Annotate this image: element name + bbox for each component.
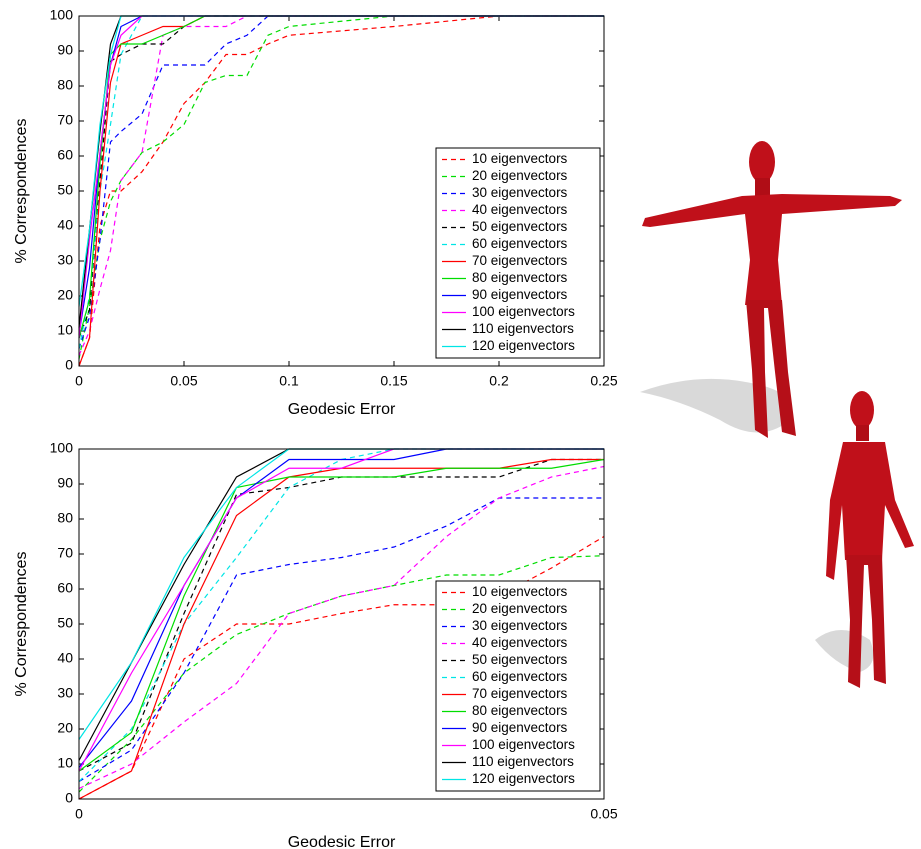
y-tick-label: 80 [57,510,73,526]
series-line [78,497,604,783]
legend-label: 20 eigenvectors [472,601,568,616]
y-tick-label: 100 [50,440,74,456]
y-tick-label: 40 [57,650,73,666]
x-tick-label: 0.1 [279,373,299,389]
series-line [78,458,605,772]
axes-frame [78,15,605,367]
legend-box [435,580,601,792]
x-tick-label: 0 [75,806,83,822]
y-tick-label: 30 [57,685,73,701]
y-tick-label: 10 [57,322,73,338]
legend-box [435,147,601,359]
legend-label: 10 eigenvectors [472,151,568,166]
y-tick-label: 0 [65,357,73,373]
y-tick-label: 90 [57,42,73,58]
legend-label: 50 eigenvectors [472,219,568,234]
legend-label: 70 eigenvectors [472,253,568,268]
chart: 0 10 20 30 40 50 60 70 80 90 100 0 0.05 0.1 0.15 0.2 0.2… [13,7,618,419]
y-tick-label: 60 [57,147,73,163]
x-axis-label: Geodesic Error [288,834,396,849]
standing-figure-tpose [640,141,902,438]
legend-label: 30 eigenvectors [472,618,568,633]
y-axis-label: % Correspondences [13,119,30,264]
legend: 10 eigenvectors 20 eigenvectors 30 eigenve… [435,147,601,359]
y-tick-label: 20 [57,287,73,303]
legend-label: 70 eigenvectors [472,686,568,701]
y-tick-label: 100 [50,7,74,23]
legend: 10 eigenvectors 20 eigenvectors 30 eigenve… [435,580,601,792]
y-tick-label: 40 [57,217,73,233]
y-tick-label: 30 [57,252,73,268]
legend-label: 60 eigenvectors [472,236,568,251]
y-axis-label: % Correspondences [13,552,30,697]
x-tick-label: 0 [75,373,83,389]
series-line [78,15,604,360]
y-tick-label: 50 [57,615,73,631]
x-axis-label: Geodesic Error [288,401,396,418]
x-tick-label: 0.2 [489,373,509,389]
legend-label: 100 eigenvectors [472,304,575,319]
legend-label: 40 eigenvectors [472,635,568,650]
legend-label: 40 eigenvectors [472,202,568,217]
y-tick-label: 80 [57,77,73,93]
series-line [78,465,605,790]
legend-label: 10 eigenvectors [472,584,568,599]
y-tick-label: 60 [57,580,73,596]
y-tick-label: 10 [57,755,73,771]
legend-label: 80 eigenvectors [472,270,568,285]
legend-label: 120 eigenvectors [472,771,575,786]
y-tick-label: 70 [57,112,73,128]
legend-label: 60 eigenvectors [472,669,568,684]
legend-label: 30 eigenvectors [472,185,568,200]
legend-label: 110 eigenvectors [472,754,574,769]
series-line [78,15,604,349]
legend-label: 90 eigenvectors [472,720,568,735]
chart: 0 10 20 30 40 50 60 70 80 90 100 0 0.05 Geodesic Erro… [13,440,618,849]
y-tick-label: 20 [57,720,73,736]
y-tick-label: 70 [57,545,73,561]
y-tick-label: 90 [57,475,73,491]
y-tick-label: 0 [65,790,73,806]
y-tick-label: 50 [57,182,73,198]
x-tick-label: 0.05 [170,373,197,389]
standing-figure-relaxed [815,391,914,688]
legend-label: 80 eigenvectors [472,703,568,718]
legend-label: 90 eigenvectors [472,287,568,302]
legend-label: 120 eigenvectors [472,338,575,353]
legend-label: 100 eigenvectors [472,737,575,752]
legend-label: 20 eigenvectors [472,168,568,183]
axes-frame [78,448,605,800]
x-tick-label: 0.15 [380,373,407,389]
x-tick-label: 0.25 [590,373,617,389]
x-tick-label: 0.05 [590,806,617,822]
legend-label: 50 eigenvectors [472,652,568,667]
legend-label: 110 eigenvectors [472,321,574,336]
